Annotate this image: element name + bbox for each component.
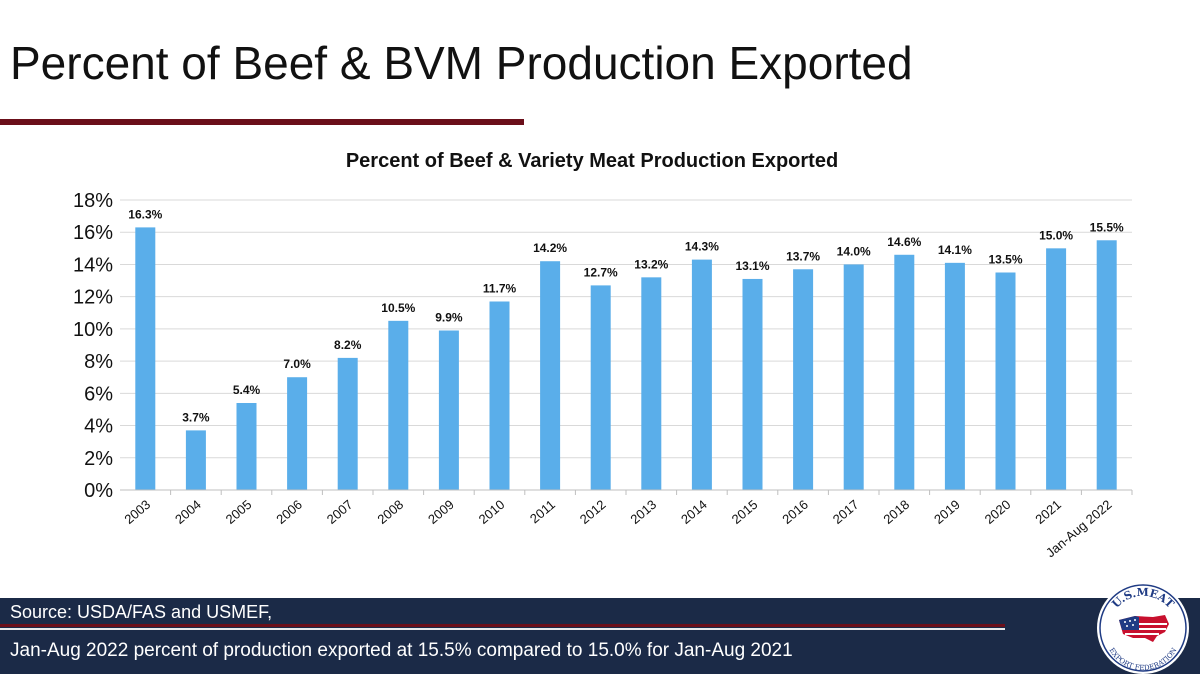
- x-tick-label: 2004: [172, 497, 204, 527]
- data-label: 7.0%: [283, 357, 311, 371]
- bar: [590, 285, 611, 490]
- y-tick-label: 10%: [73, 319, 113, 341]
- page-title: Percent of Beef & BVM Production Exporte…: [10, 37, 913, 89]
- data-label: 14.1%: [938, 243, 972, 257]
- y-tick-label: 14%: [73, 254, 113, 276]
- data-label: 3.7%: [182, 410, 210, 424]
- bar: [793, 269, 814, 490]
- data-label: 13.2%: [634, 257, 668, 271]
- x-tick-label: 2010: [476, 497, 508, 527]
- y-tick-label: 18%: [73, 190, 113, 212]
- x-tick-label: 2021: [1032, 497, 1064, 527]
- bar: [388, 320, 409, 490]
- usmef-logo: U.S.MEAT EXPORT FEDERATION: [1097, 582, 1189, 674]
- bar: [287, 377, 308, 490]
- bar: [1046, 248, 1067, 490]
- data-label: 9.9%: [435, 311, 463, 325]
- x-tick-label: 2003: [121, 497, 153, 527]
- data-label: 14.2%: [533, 241, 567, 255]
- data-label: 12.7%: [584, 265, 618, 279]
- x-tick-label: 2008: [374, 497, 406, 527]
- x-tick-label: 2015: [729, 497, 761, 527]
- y-tick-label: 0%: [84, 480, 113, 502]
- bar: [135, 227, 156, 490]
- y-tick-label: 4%: [84, 416, 113, 438]
- bar: [438, 330, 459, 490]
- bar: [185, 430, 206, 490]
- x-tick-label: 2006: [273, 497, 305, 527]
- x-tick-label: 2011: [527, 497, 558, 526]
- x-tick-label: 2017: [830, 497, 862, 527]
- x-tick-label: 2013: [627, 497, 659, 527]
- x-tick-label: 2018: [880, 497, 912, 527]
- x-tick-label: 2005: [223, 497, 255, 527]
- y-tick-label: 16%: [73, 222, 113, 244]
- bar: [641, 277, 662, 490]
- data-label: 14.0%: [837, 244, 871, 258]
- footer-bar: [0, 598, 1200, 674]
- data-label: 13.7%: [786, 249, 820, 263]
- source-note: Source: USDA/FAS and USMEF,: [10, 602, 273, 622]
- data-label: 13.1%: [735, 259, 769, 273]
- x-tick-label: 2020: [982, 497, 1014, 527]
- x-tick-label: 2007: [324, 497, 356, 527]
- data-label: 11.7%: [483, 282, 517, 296]
- bar: [742, 278, 763, 490]
- data-label: 13.5%: [988, 253, 1022, 267]
- data-label: 5.4%: [233, 383, 261, 397]
- data-label: 15.5%: [1090, 220, 1124, 234]
- summary-note: Jan-Aug 2022 percent of production expor…: [10, 640, 793, 661]
- y-tick-label: 2%: [84, 448, 113, 470]
- chart-title: Percent of Beef & Variety Meat Productio…: [346, 150, 838, 172]
- bar: [944, 262, 965, 490]
- bar: [489, 301, 510, 490]
- bar-chart: Percent of Beef & Variety Meat Productio…: [73, 150, 1133, 560]
- y-tick-label: 8%: [84, 351, 113, 373]
- x-tick-label: 2012: [577, 497, 609, 527]
- title-underline: [0, 119, 524, 125]
- footer-stripe: [0, 624, 1005, 627]
- bar: [894, 254, 915, 490]
- bar: [843, 264, 864, 490]
- data-label: 10.5%: [381, 301, 415, 315]
- y-tick-label: 6%: [84, 383, 113, 405]
- bar: [691, 259, 712, 490]
- footer-stripe-white: [0, 628, 1005, 630]
- bar: [540, 261, 561, 490]
- data-label: 15.0%: [1039, 228, 1073, 242]
- data-label: 8.2%: [334, 338, 362, 352]
- data-label: 14.6%: [887, 235, 921, 249]
- x-tick-label: 2016: [779, 497, 811, 527]
- data-label: 16.3%: [128, 207, 162, 221]
- x-tick-label: 2019: [931, 497, 963, 527]
- bar: [995, 272, 1016, 490]
- x-tick-label: 2014: [678, 497, 710, 527]
- y-tick-label: 12%: [73, 287, 113, 309]
- bar: [337, 357, 358, 490]
- data-label: 14.3%: [685, 240, 719, 254]
- x-tick-label: 2009: [425, 497, 457, 527]
- bar: [236, 403, 257, 490]
- bar: [1096, 240, 1117, 490]
- usa-flag-map-icon: [1119, 615, 1169, 642]
